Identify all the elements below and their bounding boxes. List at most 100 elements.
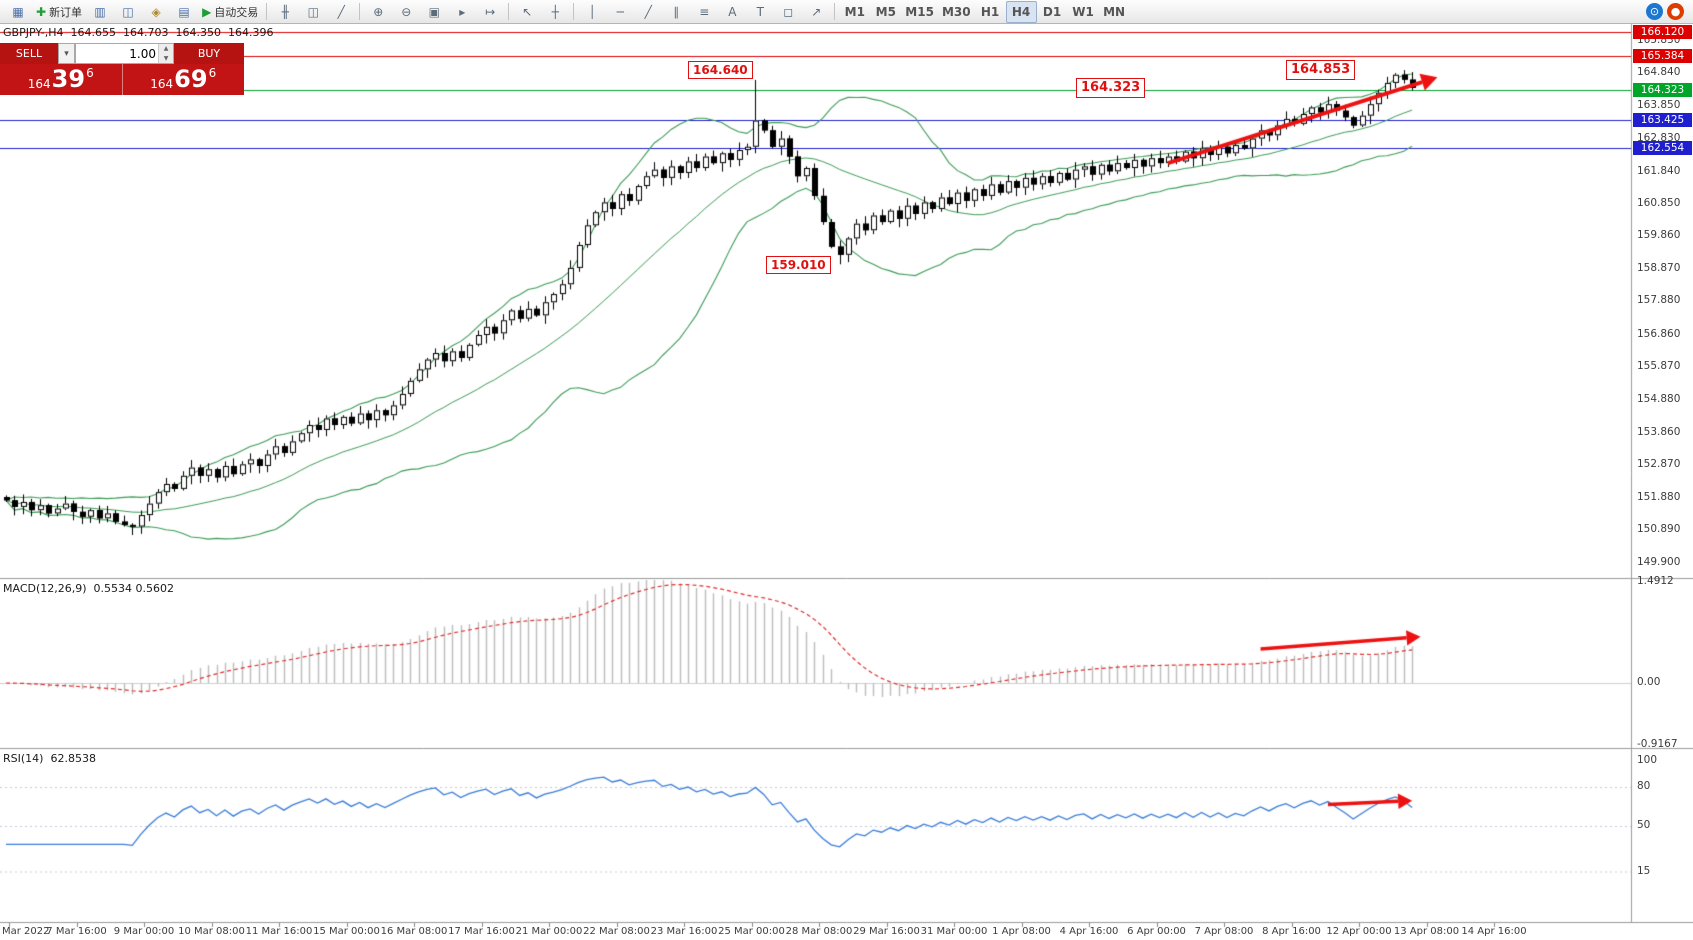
auto-trading-label: 自动交易 [214,5,259,19]
macd-scale-label: 0.00 [1637,676,1661,688]
timeframe-d1-button[interactable]: D1 [1037,1,1068,23]
market-watch-button[interactable]: ▥ [86,1,114,23]
auto-trading-button[interactable]: ▶ 自动交易 [198,1,262,23]
price-axis-label: 149.900 [1637,555,1681,568]
trendline-button[interactable]: ╱ [634,1,662,23]
order-options-dropdown[interactable]: ▾ [58,43,75,64]
timeframe-m1-button[interactable]: M1 [839,1,870,23]
shapes-button[interactable]: ◻ [774,1,802,23]
candlestick-chart-icon: ◫ [307,4,319,19]
zoom-in-button[interactable]: ⊕ [364,1,392,23]
vertical-line-button[interactable]: │ [578,1,606,23]
ohlc-close: 164.396 [228,26,274,39]
bid-price-panel[interactable]: 164 39 6 [0,64,123,95]
price-axis-label: 163.850 [1637,98,1681,111]
text-button[interactable]: A [718,1,746,23]
price-annotation[interactable]: 159.010 [766,256,831,274]
shapes-icon: ◻ [783,4,794,19]
toolbar-separator [573,3,575,20]
timeframe-w1-button[interactable]: W1 [1068,1,1099,23]
rsi-scale-label: 50 [1637,819,1651,831]
time-axis-label: 7 Apr 08:00 [1194,926,1254,937]
price-annotation[interactable]: 164.853 [1286,60,1356,80]
notifications-button[interactable]: ● [1667,3,1684,20]
time-axis-label: 16 Mar 08:00 [380,926,448,937]
crosshair-button[interactable]: ┼ [541,1,569,23]
tile-windows-icon: ▣ [428,4,440,19]
timeframe-h4-icon: H4 [1011,4,1031,19]
bar-chart-button[interactable]: ╫ [271,1,299,23]
market-watch-icon: ▥ [94,4,106,19]
timeframe-h1-button[interactable]: H1 [975,1,1006,23]
cursor-button[interactable]: ↖ [513,1,541,23]
ohlc-low: 164.350 [175,26,222,39]
price-axis-label: 151.880 [1637,490,1681,503]
rsi-indicator-header: RSI(14) 62.8538 [3,752,96,765]
time-axis-label: 11 Mar 16:00 [245,926,313,937]
time-axis-label: 25 Mar 00:00 [718,926,785,937]
macd-indicator-header: MACD(12,26,9) 0.5534 0.5602 [3,582,174,595]
time-axis-label: 4 Apr 16:00 [1059,926,1119,937]
tile-windows-button[interactable]: ▣ [420,1,448,23]
ask-pips: 69 [174,65,208,93]
chart-shift-button[interactable]: ↦ [476,1,504,23]
price-annotation[interactable]: 164.323 [1076,78,1146,98]
volume-step-down[interactable]: ▼ [159,53,173,63]
time-axis-label: 12 Apr 00:00 [1326,926,1392,937]
timeframe-m5-button[interactable]: M5 [870,1,901,23]
main-toolbar: ▦ ✚ 新订单 ▥ ◫ ◈ ▤ ▶ 自动交易 ╫ ◫ ╱ ⊕ ⊖ ▣ ▸ ↦ ↖ ┼ │ ─ ╱ ∥ ≡ A T ◻ ↗ M1 M5 M15… [0,0,1693,24]
timeframe-w1-icon: W1 [1072,4,1094,19]
time-axis-label: 8 Apr 16:00 [1262,926,1321,937]
equidistant-channel-icon: ∥ [673,4,680,19]
text-label-button[interactable]: T [746,1,774,23]
buy-button[interactable]: BUY [174,43,244,64]
time-axis-label: 31 Mar 00:00 [920,926,988,937]
auto-scroll-button[interactable]: ▸ [448,1,476,23]
macd-scale-label: -0.9167 [1637,738,1678,751]
new-order-button[interactable]: ✚ 新订单 [32,1,86,23]
time-axis-label: 1 Apr 08:00 [992,926,1051,937]
ask-price-panel[interactable]: 164 69 6 [122,64,244,95]
sell-button[interactable]: SELL [0,43,58,64]
price-annotation[interactable]: 164.640 [688,61,753,79]
fibonacci-button[interactable]: ≡ [690,1,718,23]
toolbar-separator [359,3,361,20]
search-button[interactable]: ⊙ [1646,3,1663,20]
timeframe-m30-button[interactable]: M30 [938,1,975,23]
line-chart-button[interactable]: ╱ [327,1,355,23]
timeframe-h4-button[interactable]: H4 [1005,0,1037,23]
price-level-badge: 165.384 [1633,48,1692,63]
bid-pips: 39 [51,65,86,93]
timeframe-mn-button[interactable]: MN [1099,1,1130,23]
crosshair-icon: ┼ [551,4,559,19]
price-axis-label: 154.880 [1637,392,1681,405]
symbol-period-label: GBPJPY-,H4 [3,26,64,39]
zoom-in-icon: ⊕ [373,4,384,19]
zoom-out-button[interactable]: ⊖ [392,1,420,23]
data-window-button[interactable]: ◫ [114,1,142,23]
price-axis-label: 157.880 [1637,294,1681,307]
time-axis-label: 7 Mar 16:00 [46,926,107,937]
cursor-icon: ↖ [522,4,533,19]
new-chart-button[interactable]: ▦ [4,1,32,23]
time-axis-label: 10 Mar 08:00 [178,926,245,937]
candlestick-chart-button[interactable]: ◫ [299,1,327,23]
trendline-icon: ╱ [644,4,652,19]
volume-input[interactable] [76,44,158,63]
ask-integer: 164 [150,77,174,91]
rsi-scale-label: 15 [1637,864,1651,877]
timeframe-m15-button[interactable]: M15 [901,1,938,23]
navigator-button[interactable]: ◈ [142,1,170,23]
price-axis-label: 155.870 [1637,360,1681,373]
terminal-button[interactable]: ▤ [170,1,198,23]
timeframe-m30-icon: M30 [941,4,971,19]
text-label-icon: T [756,4,764,19]
equidistant-channel-button[interactable]: ∥ [662,1,690,23]
time-axis-label: 6 Apr 00:00 [1127,926,1186,937]
new-order-icon: ✚ [36,4,47,19]
horizontal-line-button[interactable]: ─ [606,1,634,23]
volume-step-up[interactable]: ▲ [159,44,173,54]
arrows-button[interactable]: ↗ [802,1,830,23]
volume-field: ▲ ▼ [75,43,174,64]
